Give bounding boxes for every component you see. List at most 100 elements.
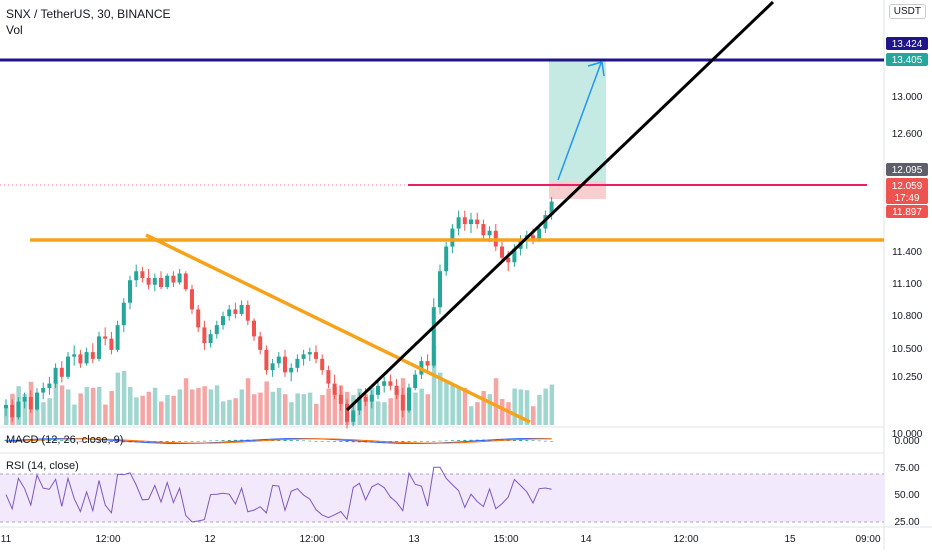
macd-histogram-bar (221, 440, 225, 441)
candle-body (289, 367, 294, 373)
macd-histogram-bar (215, 440, 219, 441)
volume-bar (493, 378, 499, 425)
current-price-text: 12.059 (892, 181, 923, 192)
price-tick: 12.600 (892, 129, 923, 140)
candle-body (314, 352, 318, 359)
price-tick: 11.400 (892, 247, 922, 258)
projection-arrow[interactable] (557, 62, 602, 181)
volume-bar (53, 382, 59, 425)
rsi-label[interactable]: RSI (14, close) (6, 460, 79, 472)
volume-bar (382, 402, 387, 425)
candle-body (10, 404, 15, 418)
volume-bar (115, 372, 121, 425)
volume-bar (475, 402, 480, 425)
macd-histogram-bar (277, 439, 281, 441)
candle-body (407, 388, 411, 411)
macd-histogram-bar (91, 441, 95, 442)
volume-bar (289, 402, 294, 425)
macd-histogram-bar (202, 440, 206, 442)
volume-bar (438, 372, 443, 425)
macd-histogram-bar (227, 439, 231, 441)
macd-histogram-bar (531, 440, 535, 441)
currency-badge[interactable]: USDT (888, 4, 926, 19)
candle-body (376, 385, 380, 395)
macd-histogram-bar (543, 440, 547, 442)
candle-body (394, 385, 399, 395)
candle-body (245, 304, 250, 321)
volume-bar (549, 384, 555, 425)
macd-histogram-bar (407, 441, 411, 442)
target-price-tag (886, 53, 928, 66)
candle-body (140, 271, 145, 278)
volume-bar (506, 402, 511, 425)
projection-arrow-head (587, 61, 605, 77)
time-tick: 11 (1, 534, 12, 545)
volume-bar (270, 391, 276, 425)
volume-bar (469, 406, 474, 425)
time-tick: 12:00 (299, 534, 324, 545)
candle-body (183, 273, 188, 290)
candle-body (363, 397, 368, 402)
macd-histogram-bar (463, 439, 467, 441)
candle-body (481, 224, 486, 236)
descending-trendline[interactable] (145, 233, 531, 424)
candle-body (97, 336, 101, 359)
countdown-text: 17:49 (894, 193, 919, 204)
candle-body (177, 273, 182, 283)
time-axis[interactable]: 11 12:00 12 12:00 13 15:00 14 12:00 15 09:00 (1, 534, 881, 545)
macd-histogram-bar (457, 440, 461, 441)
price-tick: 10.800 (892, 311, 923, 322)
candle-body (16, 401, 21, 418)
symbol-title[interactable]: SNX / TetherUS, 30, BINANCE (6, 7, 171, 21)
price-tick: 13.000 (892, 92, 923, 103)
rsi-axis-tick: 25.00 (894, 517, 919, 528)
macd-histogram-bar (401, 441, 405, 443)
volume-bar (177, 389, 183, 425)
volume-bar (152, 387, 158, 425)
macd-histogram-bar (116, 441, 120, 443)
price-axis[interactable]: 13.000 12.600 11.400 11.100 10.800 10.500 10.2… (892, 92, 923, 528)
candle-body (28, 397, 33, 410)
candle-body (202, 327, 207, 344)
candle-body (165, 275, 170, 287)
price-tick: 10.000 (892, 429, 923, 440)
macd-histogram-bar (233, 439, 237, 441)
macd-histogram-bar (444, 440, 448, 442)
target-price-text: 13.405 (892, 55, 923, 66)
macd-histogram-bar (85, 441, 89, 442)
candle-body (506, 257, 511, 263)
volume-bar (543, 388, 548, 425)
rsi-axis-tick: 50.00 (894, 490, 919, 501)
last-high-price-tag (886, 163, 928, 176)
price-tick: 10.250 (892, 372, 923, 383)
long-position-target-zone[interactable] (549, 60, 606, 181)
ascending-trendline[interactable] (345, 0, 775, 412)
volume-bar (307, 392, 313, 425)
macd-histogram-bar (339, 441, 343, 442)
price-tick: 10.500 (892, 344, 923, 355)
volume-bar (444, 380, 449, 425)
candle-body (134, 271, 139, 281)
volume-bar (481, 391, 486, 425)
current-price-tag (886, 178, 928, 204)
candle-body (90, 352, 95, 359)
candle-body (121, 302, 126, 326)
stop-price-text: 11.897 (892, 207, 922, 218)
macd-histogram-bar (165, 441, 169, 443)
volume-bar (394, 389, 400, 425)
macd-histogram-bar (438, 440, 442, 442)
volume-bar (524, 390, 530, 425)
candle-body (59, 367, 64, 377)
volume-bar (22, 394, 28, 425)
macd-label[interactable]: MACD (12, 26, close, 9) (6, 434, 124, 446)
volume-bar (121, 371, 127, 425)
candle-body (159, 277, 163, 287)
volume-bar (78, 393, 83, 425)
macd-histogram-bar (209, 440, 213, 442)
candle-body (301, 354, 306, 359)
candle-body (307, 352, 312, 355)
macd-histogram-bar (525, 440, 529, 441)
volume-label[interactable]: Vol (6, 23, 23, 37)
